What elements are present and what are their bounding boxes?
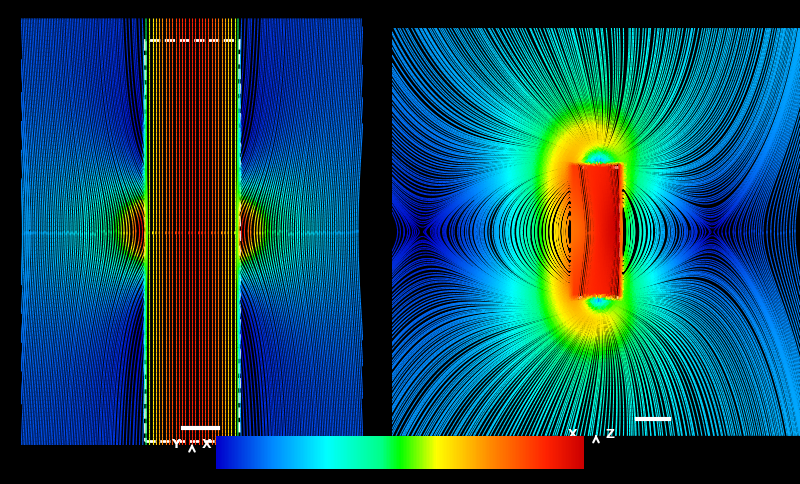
- Bar: [145, 41, 239, 441]
- Text: Y: Y: [170, 437, 180, 450]
- Bar: [571, 167, 621, 298]
- Text: X: X: [202, 437, 212, 450]
- FancyArrowPatch shape: [622, 289, 624, 290]
- Text: Z: Z: [606, 427, 615, 440]
- Text: X: X: [567, 427, 577, 440]
- FancyArrowPatch shape: [456, 217, 457, 219]
